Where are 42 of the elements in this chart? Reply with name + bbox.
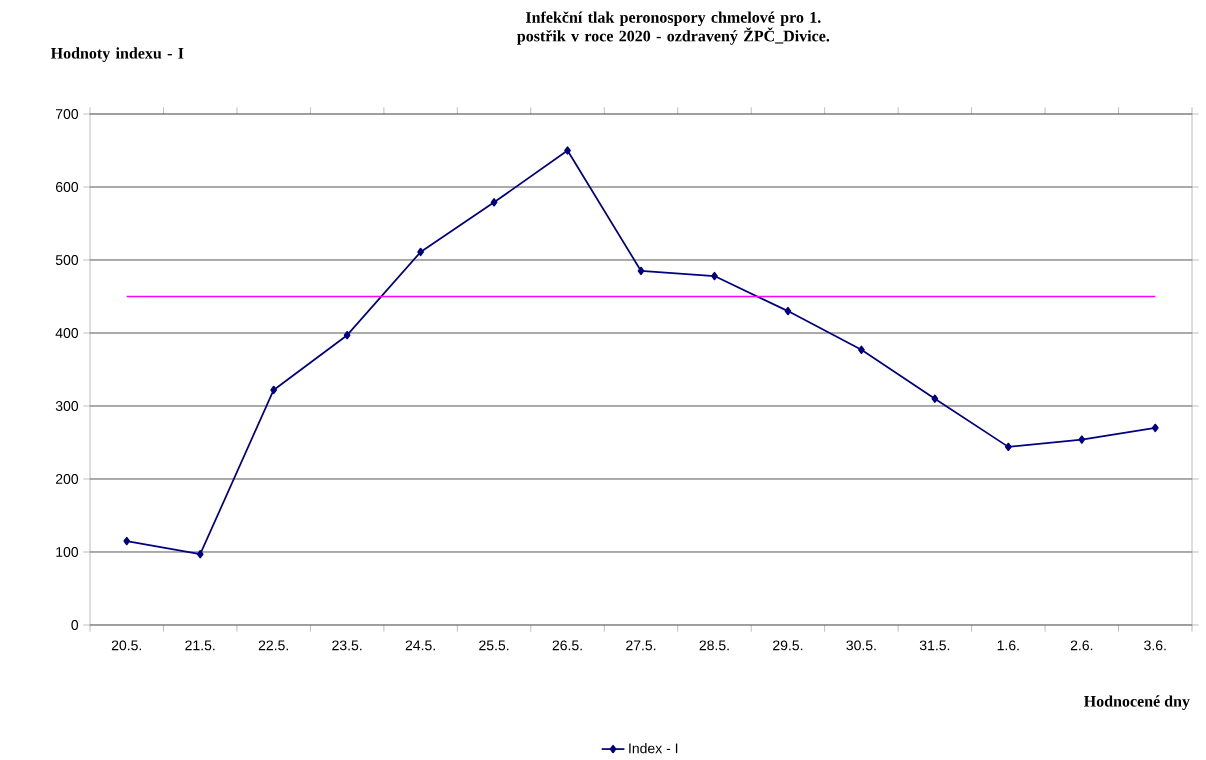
y-tick-label: 200 xyxy=(55,473,79,484)
point xyxy=(858,345,865,354)
point xyxy=(637,266,645,275)
y-tick-label: 300 xyxy=(55,400,79,411)
chart-title: Infekční tlak peronospory chmelové pro 1. postřik v roce 2020 - ozdravený ŽPČ_Divice. xyxy=(517,11,830,45)
x-tick-label: 3.6. xyxy=(1144,640,1166,651)
y-tick-label: 600 xyxy=(55,181,79,192)
x-tick-label: 29.5. xyxy=(773,640,803,651)
x-axis-title: Hodnocené dny xyxy=(1083,695,1190,710)
x-tick-label: 26.5. xyxy=(552,640,582,651)
point xyxy=(1151,423,1159,432)
x-tick-label: 2.6. xyxy=(1070,640,1093,651)
point xyxy=(784,306,792,316)
point xyxy=(123,536,131,546)
y-tick-label: 500 xyxy=(55,254,79,265)
x-tick-label: 28.5. xyxy=(699,640,729,651)
y-tick-label: 100 xyxy=(56,546,79,557)
point xyxy=(711,271,718,281)
x-tick-label: 24.5. xyxy=(405,640,435,651)
point xyxy=(490,197,498,207)
point xyxy=(931,394,939,403)
point xyxy=(270,385,278,394)
x-tick-label: 25.5. xyxy=(479,640,509,651)
x-tick-label: 1.6. xyxy=(997,640,1019,651)
y-tick-label: 0 xyxy=(71,619,79,630)
legend-label: Index - I xyxy=(629,742,678,754)
y-axis-title: Hodnoty indexu - I xyxy=(50,47,184,62)
x-tick-label: 23.5. xyxy=(332,640,362,651)
point xyxy=(417,247,424,256)
x-tick-label: 27.5. xyxy=(626,640,656,651)
x-tick-label: 21.5. xyxy=(185,640,215,651)
x-tick-label: 30.5. xyxy=(846,640,876,651)
y-tick-label: 400 xyxy=(55,327,79,338)
x-tick-label: 22.5. xyxy=(258,640,288,651)
point xyxy=(196,549,204,559)
point xyxy=(343,330,351,340)
x-tick-label: 20.5. xyxy=(111,640,142,651)
y-tick-label: 700 xyxy=(55,108,79,119)
point xyxy=(564,146,571,155)
point xyxy=(1078,435,1086,444)
point xyxy=(1004,442,1012,451)
x-tick-label: 31.5. xyxy=(919,640,950,651)
